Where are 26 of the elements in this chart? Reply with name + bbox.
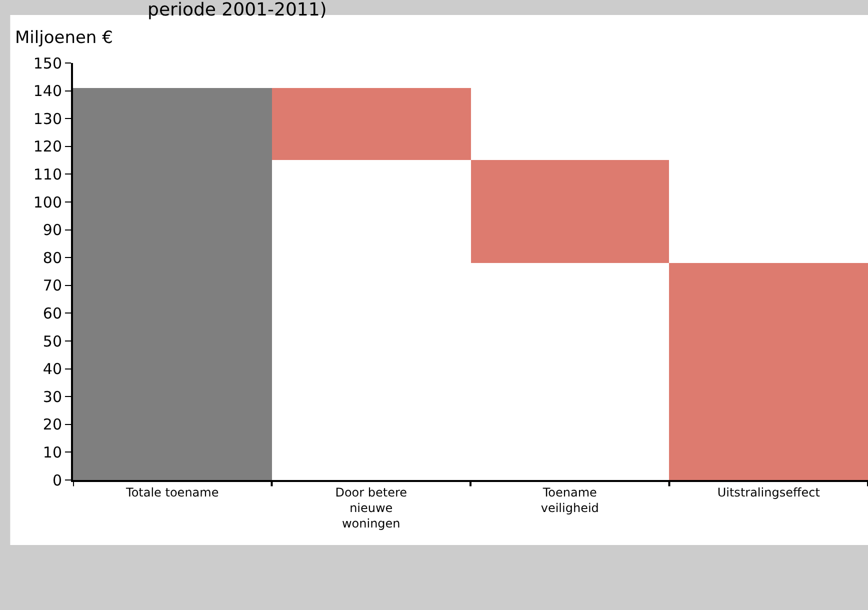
bar	[272, 88, 471, 160]
x-tick-label: Uitstralingseffect	[717, 485, 820, 500]
y-tick-label: 20	[42, 416, 62, 434]
y-tick-label: 140	[33, 82, 62, 100]
y-tick-label: 90	[42, 221, 62, 240]
y-tick-label: 100	[33, 193, 62, 212]
y-tick-label: 120	[33, 138, 62, 156]
y-tick-label: 60	[42, 304, 62, 322]
y-tick-label: 30	[42, 388, 62, 406]
y-tick-label: 110	[33, 165, 62, 184]
y-tick-label: 0	[52, 471, 62, 490]
y-tick-label: 150	[33, 54, 62, 72]
bar	[471, 160, 669, 263]
y-tick-label: 70	[42, 276, 62, 295]
x-tick-label: Toename veiligheid	[540, 485, 599, 515]
y-axis-title: Miljoenen €	[15, 28, 113, 48]
y-tick-label: 80	[42, 248, 62, 267]
y-tick-label: 50	[42, 332, 62, 350]
y-tick-label: 130	[33, 110, 62, 128]
y-tick-label: 10	[42, 443, 62, 462]
x-tick-label: Totale toename	[125, 485, 219, 500]
y-tick-label: 40	[42, 360, 62, 378]
bar	[669, 263, 868, 480]
x-tick-label: Door betere nieuwe woningen	[335, 485, 408, 531]
chart-title: periode 2001-2011)	[148, 0, 327, 21]
bar	[73, 88, 272, 480]
